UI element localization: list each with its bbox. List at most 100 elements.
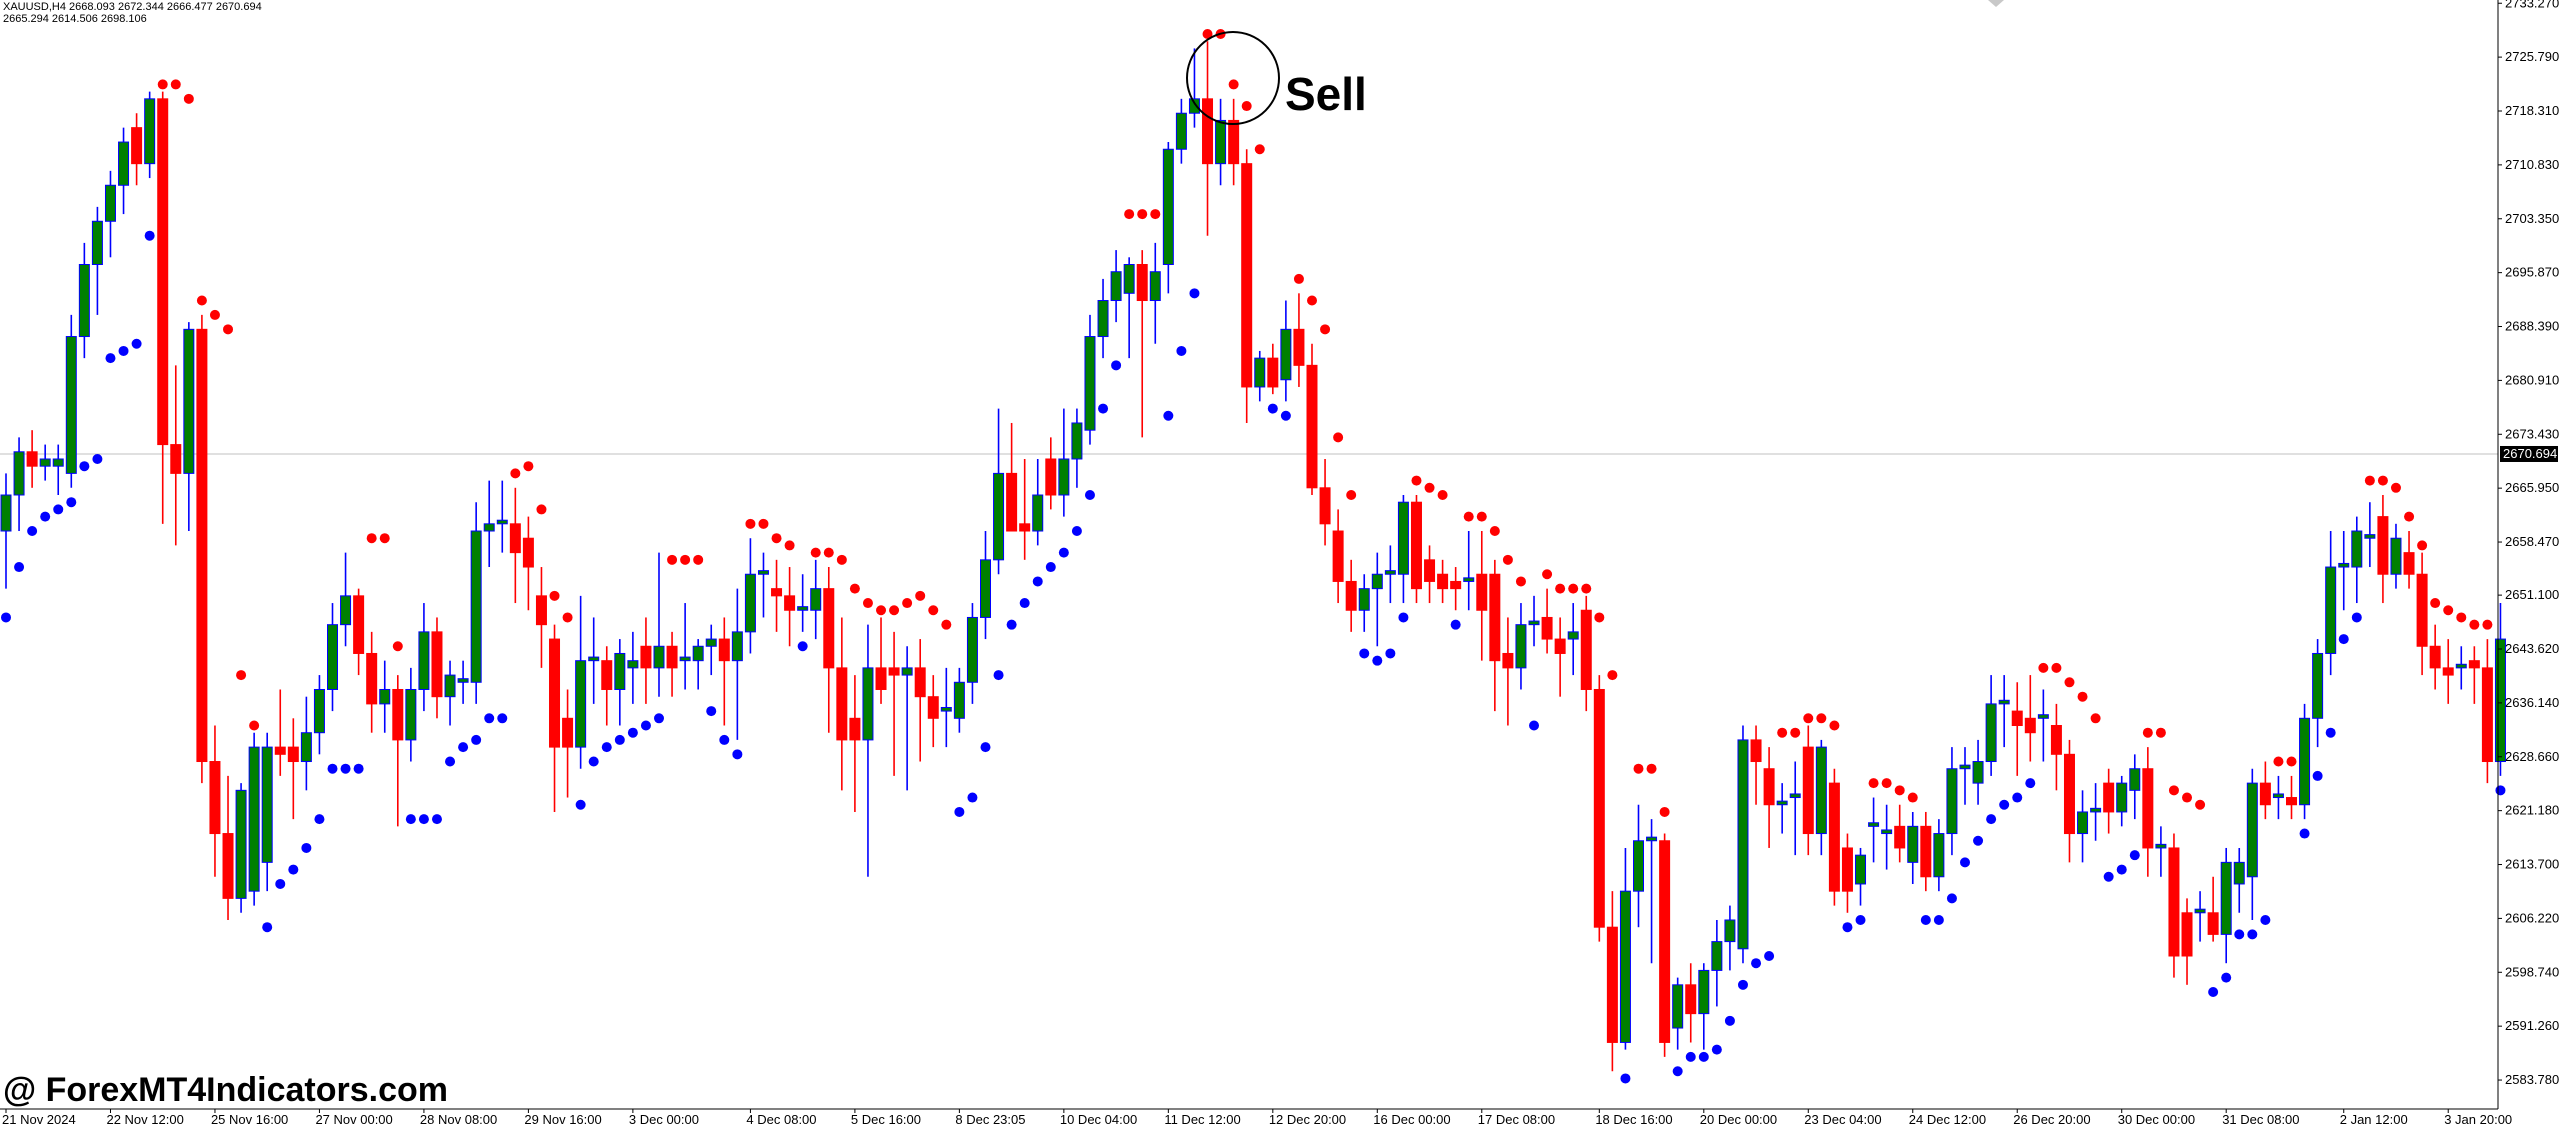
candle-body	[2351, 530, 2363, 568]
y-tick-label: 2673.430	[2505, 426, 2559, 441]
candle-body	[914, 667, 926, 698]
sar-dot	[523, 461, 534, 472]
candle-body	[1554, 638, 1566, 654]
candle-body	[1188, 98, 1200, 114]
sar-dot	[144, 230, 155, 241]
sar-dot	[392, 641, 403, 652]
sar-dot	[1254, 144, 1265, 155]
candle-body	[1802, 746, 1814, 835]
sar-dot	[1163, 410, 1174, 421]
candle-body	[1397, 501, 1409, 575]
candle-body	[588, 656, 600, 662]
sar-dot	[1581, 583, 1592, 594]
candle-body	[1672, 984, 1684, 1029]
sar-dot	[196, 295, 207, 306]
candle-body	[993, 472, 1005, 561]
sar-dot	[1607, 670, 1618, 681]
candle-body	[849, 717, 861, 741]
candle-body	[888, 667, 900, 676]
sar-dot	[2103, 871, 2114, 882]
candle-body	[1332, 530, 1344, 582]
x-tick-label: 30 Dec 00:00	[2118, 1112, 2195, 1127]
shift-marker	[1988, 0, 2004, 7]
sar-dot	[1241, 101, 1252, 112]
sar-dot	[209, 309, 220, 320]
x-tick-label: 23 Dec 04:00	[1804, 1112, 1881, 1127]
sar-dot	[549, 590, 560, 601]
sar-dot	[2299, 828, 2310, 839]
sar-dot	[745, 518, 756, 529]
sar-dot	[92, 453, 103, 464]
candle-body	[1123, 264, 1135, 294]
sar-dot	[1372, 655, 1383, 666]
candle-body	[2299, 717, 2311, 806]
candle-body	[1306, 364, 1318, 489]
sar-dot	[1986, 814, 1997, 825]
sar-dot	[2142, 727, 2153, 738]
sar-dot	[1502, 554, 1513, 565]
sar-dot	[1411, 475, 1422, 486]
y-tick-label: 2710.830	[2505, 157, 2559, 172]
candle-body	[980, 559, 991, 618]
candle-body	[300, 732, 312, 763]
sar-dot	[810, 547, 821, 558]
candle-body	[1358, 588, 1370, 611]
sar-dot	[1868, 778, 1879, 789]
sar-dot	[1646, 763, 1657, 774]
header-line: 2665.294 2614.506 2698.106	[3, 13, 147, 25]
sar-dot	[797, 641, 808, 652]
sar-dot	[876, 605, 887, 616]
y-tick-label: 2628.660	[2505, 749, 2559, 764]
y-tick-label: 2643.620	[2505, 641, 2559, 656]
candle-body	[261, 746, 273, 863]
sar-dot	[849, 583, 860, 594]
candle-body	[653, 645, 665, 669]
x-tick-label: 28 Nov 08:00	[420, 1112, 497, 1127]
sar-dot	[2025, 778, 2036, 789]
sar-dot	[1359, 648, 1370, 659]
sar-dot	[445, 756, 456, 767]
candle-body	[1711, 941, 1723, 971]
sar-dot	[1737, 979, 1748, 990]
sar-dot	[2273, 756, 2284, 767]
sar-dot	[1424, 482, 1435, 493]
candle-body	[104, 184, 116, 222]
candle-body	[2024, 717, 2036, 734]
candle-body	[1776, 800, 1788, 806]
sar-dot	[118, 345, 129, 356]
candle-body	[2272, 793, 2284, 799]
sar-dot	[314, 814, 325, 825]
candle-body	[353, 595, 365, 654]
candle-body	[1345, 580, 1357, 611]
y-tick-label: 2591.260	[2505, 1018, 2559, 1033]
sar-dot	[536, 504, 547, 515]
candle-body	[1567, 631, 1579, 640]
sar-dot	[2038, 662, 2049, 673]
sar-dot	[301, 842, 312, 853]
x-tick-label: 4 Dec 08:00	[746, 1112, 816, 1127]
candle-body	[1006, 472, 1018, 532]
sar-dot	[1032, 576, 1043, 587]
candle-body	[927, 696, 939, 719]
x-tick-label: 10 Dec 04:00	[1060, 1112, 1137, 1127]
candle-body	[705, 638, 717, 647]
sar-dot	[497, 713, 508, 724]
sar-dot	[2417, 540, 2428, 551]
candle-body	[1580, 609, 1592, 690]
candle-body	[1855, 854, 1867, 885]
y-tick-label: 2621.180	[2505, 803, 2559, 818]
candle-body	[1097, 300, 1109, 338]
candle-body	[78, 264, 90, 338]
x-tick-label: 12 Dec 20:00	[1269, 1112, 1346, 1127]
sar-dot	[353, 763, 364, 774]
current-price-box	[2500, 445, 2558, 462]
candle-body	[0, 494, 12, 532]
sar-dot	[1019, 598, 1030, 609]
candle-body	[392, 688, 404, 741]
candle-body	[2116, 782, 2128, 813]
sar-dot	[1489, 526, 1500, 537]
sar-dot	[1228, 79, 1239, 90]
x-tick-label: 18 Dec 16:00	[1595, 1112, 1672, 1127]
candle-body	[1828, 782, 1840, 892]
